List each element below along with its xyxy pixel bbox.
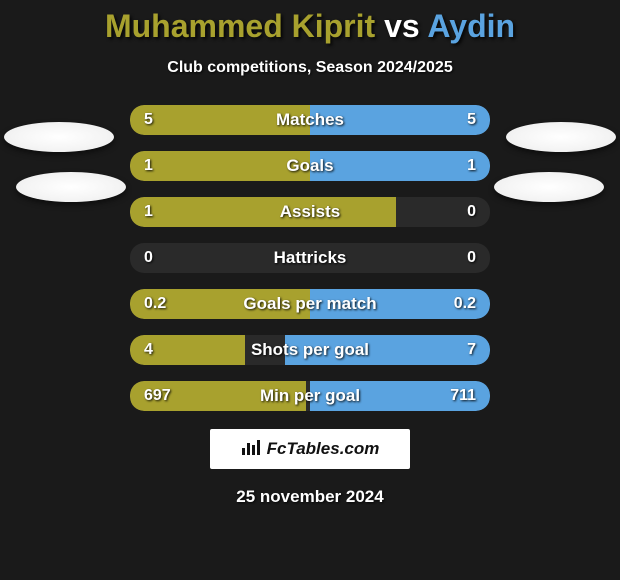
player-badge-right [494,172,604,202]
stat-value-right: 1 [467,157,476,175]
title-vs: vs [384,8,420,44]
stat-value-right: 0.2 [454,295,476,313]
player-badge-left [16,172,126,202]
title-left: Muhammed Kiprit [105,8,375,44]
stat-row: 0 Hattricks 0 [130,243,490,273]
stat-value-left: 1 [144,157,153,175]
stats-area: 5 Matches 5 1 Goals 1 1 Assists 0 0 Hattricks 0 0.2 G… [0,105,620,411]
stat-value-right: 0 [467,249,476,267]
stat-row: 1 Goals 1 [130,151,490,181]
stat-row: 697 Min per goal 711 [130,381,490,411]
date: 25 november 2024 [0,487,620,507]
stat-row: 4 Shots per goal 7 [130,335,490,365]
stat-row: 1 Assists 0 [130,197,490,227]
stat-value-right: 711 [450,387,476,405]
title-right: Aydin [427,8,515,44]
bar-right [310,151,490,181]
stat-row: 5 Matches 5 [130,105,490,135]
stat-value-left: 4 [144,341,153,359]
stat-value-left: 697 [144,387,171,405]
watermark-text: FcTables.com [267,439,380,459]
player-badge-left [4,122,114,152]
stat-label: Shots per goal [251,340,369,360]
stat-label: Hattricks [274,248,347,268]
stat-value-left: 0 [144,249,153,267]
stat-label: Goals [286,156,333,176]
stat-row: 0.2 Goals per match 0.2 [130,289,490,319]
bar-left [130,151,310,181]
bar-left [130,197,396,227]
stat-label: Matches [276,110,344,130]
player-badge-right [506,122,616,152]
stat-value-left: 0.2 [144,295,166,313]
stat-value-right: 0 [467,203,476,221]
subtitle: Club competitions, Season 2024/2025 [0,59,620,77]
stat-value-right: 7 [467,341,476,359]
page-title: Muhammed Kiprit vs Aydin [0,0,620,45]
stat-label: Goals per match [243,294,376,314]
stat-label: Min per goal [260,386,360,406]
watermark: FcTables.com [210,429,410,469]
stat-label: Assists [280,202,340,222]
stat-value-right: 5 [467,111,476,129]
stat-value-left: 1 [144,203,153,221]
bars-icon [241,438,261,461]
stat-value-left: 5 [144,111,153,129]
